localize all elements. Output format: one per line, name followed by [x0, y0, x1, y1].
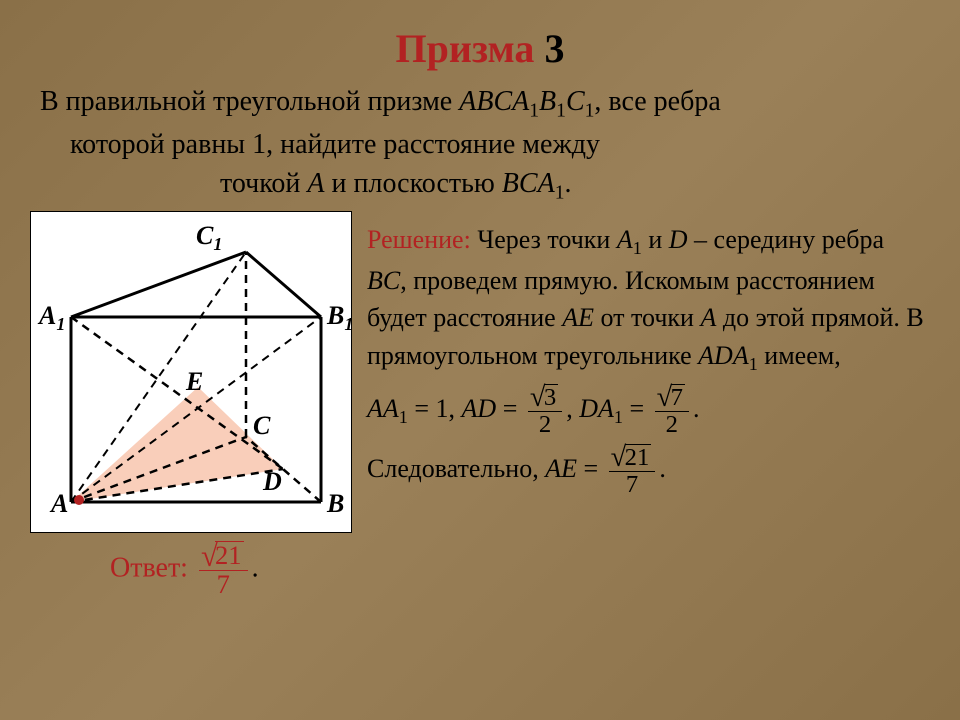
problem-c: C [566, 86, 585, 117]
answer-row: Ответ: 21 7 . [30, 541, 352, 599]
label-c: C [253, 411, 271, 440]
label-b: B [326, 489, 344, 518]
problem-l1e: , все ребра [594, 86, 720, 117]
highlight-triangle [71, 387, 283, 502]
label-d: D [262, 467, 282, 496]
equation-1: AA1 = 1, AD = 3 2 , DA1 = 7 2 . [367, 384, 930, 438]
problem-l2: которой равны 1, найдите расстояние межд… [40, 125, 920, 164]
solution-text: Решение: Через точки A1 и D – середину р… [367, 211, 930, 497]
frac-sqrt7-2: 7 2 [655, 384, 689, 438]
prism-svg: A B C D E A1 B1 C1 [31, 212, 351, 532]
label-a1: A1 [37, 301, 65, 334]
edge-a1c1 [71, 252, 246, 317]
label-e: E [185, 367, 203, 396]
problem-l3: точкой A и плоскостью BCA1. [40, 164, 920, 207]
slide-title: Призма 3 [30, 25, 930, 72]
answer-label: Ответ: [110, 553, 188, 584]
title-word: Призма [396, 26, 535, 71]
prism-figure: A B C D E A1 B1 C1 [30, 211, 352, 533]
problem-abca: ABCA [459, 86, 529, 117]
problem-text: В правильной треугольной призме ABCA1B1C… [30, 82, 930, 207]
answer-frac: 21 7 [199, 541, 248, 599]
label-b1: B1 [326, 301, 351, 334]
edge-b1c1 [246, 252, 321, 317]
frac-sqrt3-2: 3 2 [528, 384, 562, 438]
content-row: A B C D E A1 B1 C1 Ответ: 21 7 . Реше [30, 211, 930, 599]
problem-b: B [539, 86, 556, 117]
label-a: A [49, 489, 68, 518]
slide: Призма 3 В правильной треугольной призме… [0, 0, 960, 720]
equation-2: Следовательно, AE = 21 7 . [367, 444, 930, 498]
figure-column: A B C D E A1 B1 C1 Ответ: 21 7 . [30, 211, 352, 599]
frac-sqrt21-7: 21 7 [609, 444, 656, 498]
label-c1: C1 [196, 221, 222, 254]
title-number: 3 [544, 26, 564, 71]
point-a-dot [74, 495, 84, 505]
solution-label: Решение: [367, 225, 471, 254]
answer-dot: . [252, 553, 259, 584]
problem-l1a: В правильной треугольной призме [40, 86, 459, 117]
